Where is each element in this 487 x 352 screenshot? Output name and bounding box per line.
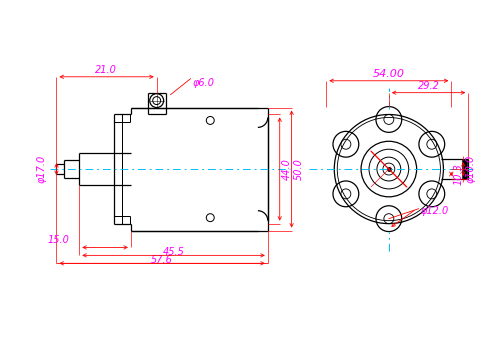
Text: φ6.0: φ6.0	[192, 78, 214, 88]
Text: 44.0: 44.0	[281, 158, 292, 180]
Text: 21.0: 21.0	[95, 65, 117, 75]
Text: 54.00: 54.00	[373, 69, 405, 79]
Text: 50.0: 50.0	[294, 158, 303, 180]
Text: 10.3: 10.3	[453, 163, 463, 185]
Text: φ10.0: φ10.0	[465, 155, 475, 183]
Text: 57.6: 57.6	[150, 255, 172, 265]
Text: 15.0: 15.0	[48, 235, 69, 245]
Text: φ17.0: φ17.0	[37, 155, 47, 183]
Text: 45.5: 45.5	[163, 247, 185, 257]
Text: φ12.0: φ12.0	[421, 206, 449, 216]
Text: 29.2: 29.2	[417, 81, 439, 91]
